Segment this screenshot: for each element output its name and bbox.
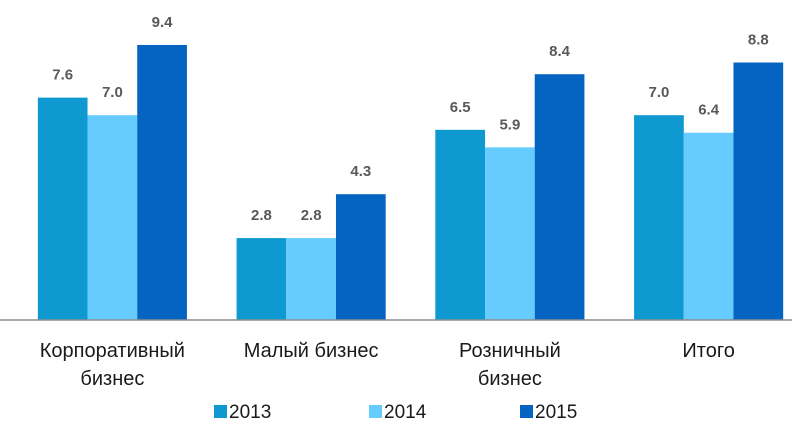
bar bbox=[37, 97, 88, 321]
bar bbox=[733, 62, 784, 321]
bar bbox=[435, 129, 486, 320]
bar bbox=[137, 44, 187, 321]
legend-label: 2013 bbox=[229, 402, 271, 423]
bar bbox=[335, 194, 386, 320]
value-label: 5.9 bbox=[499, 116, 520, 133]
legend-swatch bbox=[520, 405, 533, 418]
legend-label: 2014 bbox=[384, 402, 427, 423]
x-tick-label: Итого bbox=[682, 340, 735, 362]
value-label: 7.0 bbox=[648, 84, 669, 101]
bar bbox=[236, 238, 287, 320]
value-label: 6.4 bbox=[698, 102, 720, 119]
value-label: 7.0 bbox=[102, 84, 123, 101]
value-label: 2.8 bbox=[251, 207, 272, 224]
x-tick-label: Корпоративный бизнес bbox=[39, 340, 185, 390]
value-label: 4.3 bbox=[350, 163, 371, 180]
bar bbox=[634, 115, 684, 321]
value-label: 8.4 bbox=[549, 43, 571, 60]
bar bbox=[286, 238, 336, 320]
value-label: 8.8 bbox=[748, 31, 769, 48]
bar bbox=[683, 132, 734, 320]
value-label: 9.4 bbox=[152, 14, 174, 31]
value-label: 2.8 bbox=[301, 207, 322, 224]
legend-label: 2015 bbox=[535, 402, 577, 423]
value-label: 6.5 bbox=[450, 99, 471, 116]
legend-swatch bbox=[369, 405, 382, 418]
bar bbox=[534, 74, 585, 320]
legend-swatch bbox=[214, 405, 227, 418]
x-tick-label: Малый бизнес bbox=[243, 340, 379, 362]
value-label: 7.6 bbox=[52, 67, 73, 84]
bar bbox=[87, 115, 138, 321]
x-tick-label: Розничный бизнес bbox=[458, 340, 561, 390]
bar bbox=[485, 147, 535, 320]
